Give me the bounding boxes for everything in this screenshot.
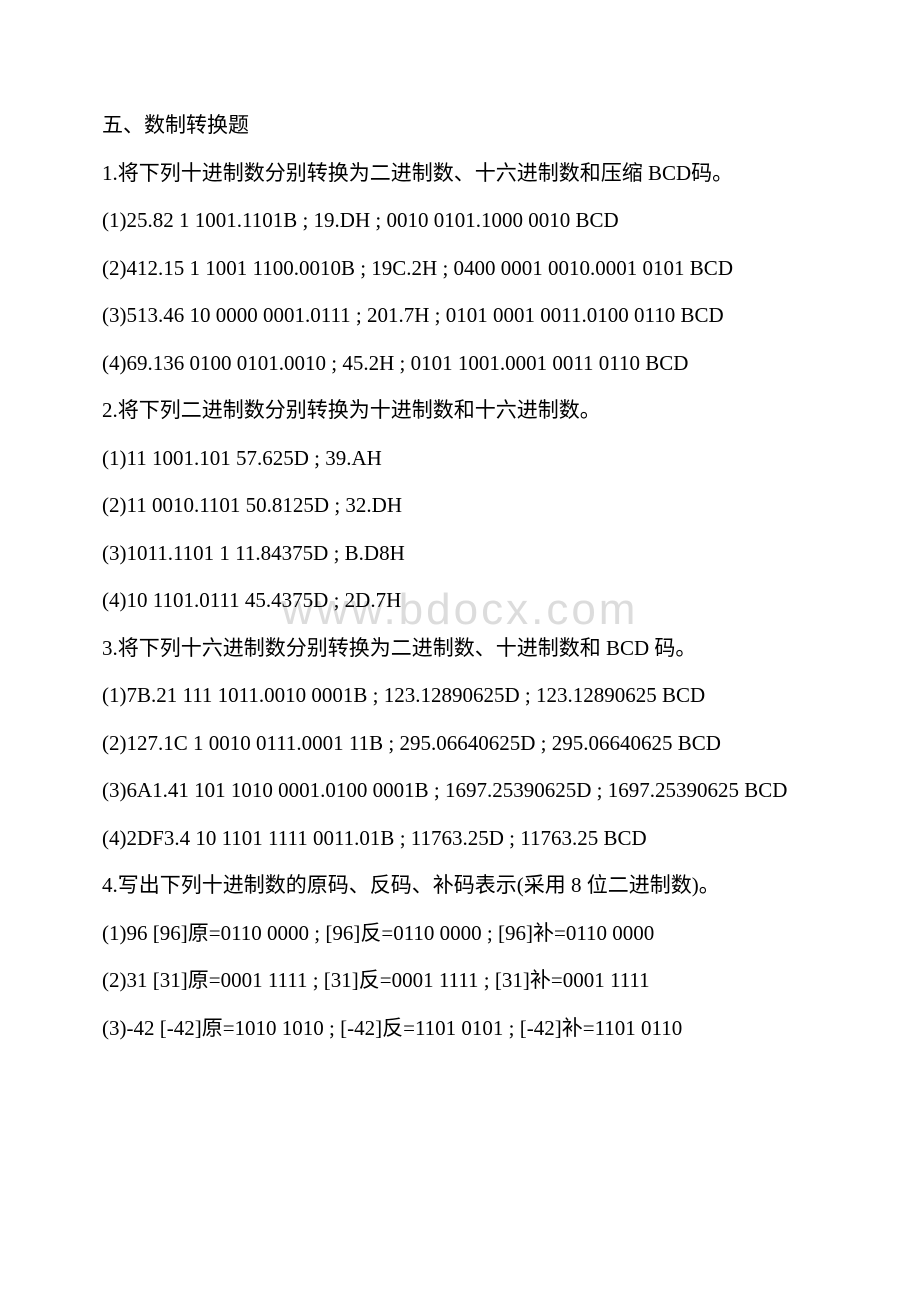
- q2-prompt: 2.将下列二进制数分别转换为十进制数和十六进制数。: [60, 395, 860, 427]
- q3-answer-4: (4)2DF3.4 10 1101 1111 0011.01B ; 11763.…: [60, 823, 860, 855]
- q4-prompt: 4.写出下列十进制数的原码、反码、补码表示(采用 8 位二进制数)。: [60, 870, 860, 902]
- q1-answer-4: (4)69.136 0100 0101.0010 ; 45.2H ; 0101 …: [60, 348, 860, 380]
- q4-answer-2: (2)31 [31]原=0001 1111 ; [31]反=0001 1111 …: [60, 965, 860, 997]
- q3-answer-1: (1)7B.21 111 1011.0010 0001B ; 123.12890…: [60, 680, 860, 712]
- document-content: 五、数制转换题 1.将下列十进制数分别转换为二进制数、十六进制数和压缩 BCD码…: [60, 110, 860, 1044]
- section-title: 五、数制转换题: [60, 110, 860, 142]
- q2-answer-3: (3)1011.1101 1 11.84375D ; B.D8H: [60, 538, 860, 570]
- q3-answer-3: (3)6A1.41 101 1010 0001.0100 0001B ; 169…: [60, 775, 860, 807]
- q2-answer-4: (4)10 1101.0111 45.4375D ; 2D.7H: [60, 585, 860, 617]
- q2-answer-1: (1)11 1001.101 57.625D ; 39.AH: [60, 443, 860, 475]
- q1-prompt: 1.将下列十进制数分别转换为二进制数、十六进制数和压缩 BCD码。: [60, 158, 860, 190]
- q1-answer-2: (2)412.15 1 1001 1100.0010B ; 19C.2H ; 0…: [60, 253, 860, 285]
- q3-answer-2: (2)127.1C 1 0010 0111.0001 11B ; 295.066…: [60, 728, 860, 760]
- q2-answer-2: (2)11 0010.1101 50.8125D ; 32.DH: [60, 490, 860, 522]
- q1-answer-1: (1)25.82 1 1001.1101B ; 19.DH ; 0010 010…: [60, 205, 860, 237]
- q3-prompt: 3.将下列十六进制数分别转换为二进制数、十进制数和 BCD 码。: [60, 633, 860, 665]
- q4-answer-1: (1)96 [96]原=0110 0000 ; [96]反=0110 0000 …: [60, 918, 860, 950]
- q1-answer-3: (3)513.46 10 0000 0001.0111 ; 201.7H ; 0…: [60, 300, 860, 332]
- q4-answer-3: (3)-42 [-42]原=1010 1010 ; [-42]反=1101 01…: [60, 1013, 860, 1045]
